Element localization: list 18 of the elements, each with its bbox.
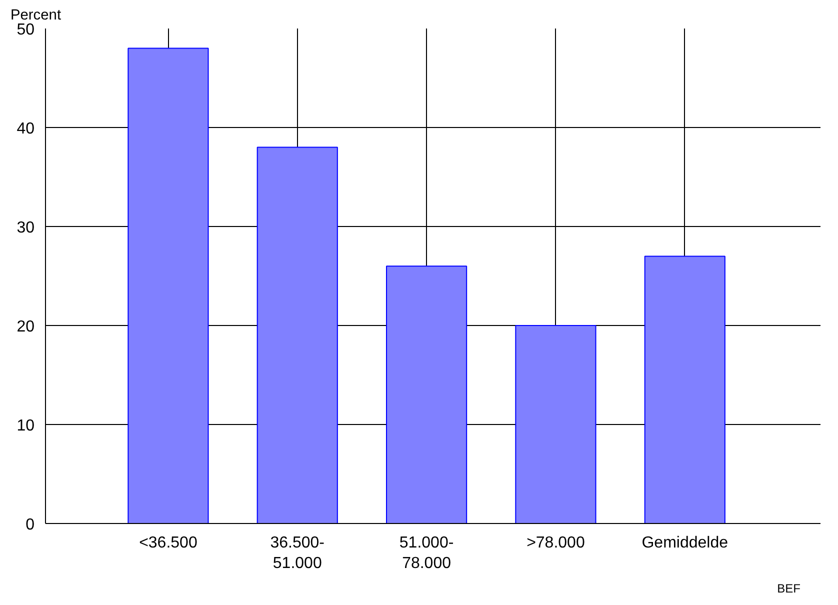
y-tick-label: 20: [16, 318, 35, 336]
x-tick-label: 51.000-78.000: [399, 534, 454, 572]
y-tick-label: 0: [26, 516, 35, 534]
y-tick-label: 40: [16, 120, 35, 138]
y-axis-title: Percent: [10, 8, 62, 24]
y-tick-label: 30: [16, 220, 35, 236]
y-tick-label: 10: [16, 418, 35, 434]
bar: [256, 146, 338, 524]
bar: [644, 256, 726, 524]
x-tick-label: 36.500-51.000: [270, 534, 325, 572]
x-tick-label: <36.500: [139, 534, 198, 552]
bar: [128, 48, 209, 524]
x-tick-label: >78.000: [526, 534, 585, 552]
y-tick-label: 50: [16, 22, 35, 38]
bar: [386, 266, 468, 524]
x-axis-title: BEF: [777, 582, 801, 596]
bar: [515, 325, 596, 524]
x-tick-label: Gemiddelde: [642, 534, 728, 552]
